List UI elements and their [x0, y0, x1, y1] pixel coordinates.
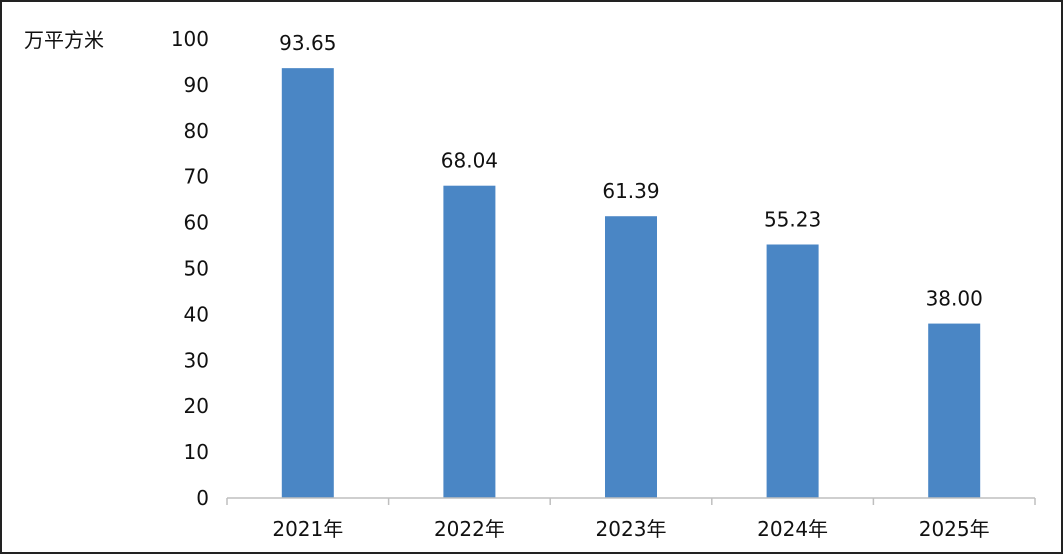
y-tick-label: 60 [184, 211, 209, 235]
data-label: 38.00 [926, 287, 983, 311]
data-labels: 93.65 68.04 61.39 55.23 38.00 [279, 31, 983, 310]
x-category-label: 2024年 [757, 517, 828, 541]
data-label: 61.39 [602, 179, 659, 203]
y-tick-label: 80 [184, 119, 209, 143]
y-tick-label: 50 [184, 257, 209, 281]
y-axis-unit-label: 万平方米 [24, 28, 104, 52]
x-axis-labels: 2021年 2022年 2023年 2024年 2025年 [272, 517, 989, 541]
y-axis-ticks: 0 10 20 30 40 50 60 70 80 90 100 [171, 27, 209, 510]
data-label: 55.23 [764, 207, 821, 231]
x-category-label: 2023年 [596, 517, 667, 541]
y-tick-label: 70 [184, 165, 209, 189]
y-tick-label: 30 [184, 348, 209, 372]
bar-2024年 [766, 244, 819, 498]
y-tick-label: 20 [184, 394, 209, 418]
y-tick-label: 100 [171, 27, 209, 51]
bar-2025年 [928, 323, 981, 498]
x-axis-ticks [226, 498, 1036, 505]
bar-2021年 [281, 68, 334, 499]
y-tick-label: 0 [196, 486, 209, 510]
bar-2022年 [443, 185, 496, 498]
y-tick-label: 10 [184, 440, 209, 464]
data-label: 68.04 [441, 149, 498, 173]
bar-series [281, 68, 981, 499]
x-category-label: 2022年 [434, 517, 505, 541]
data-label: 93.65 [279, 31, 336, 55]
bar-2023年 [605, 216, 657, 498]
y-tick-label: 40 [184, 302, 209, 326]
y-tick-label: 90 [184, 73, 209, 97]
x-category-label: 2021年 [272, 517, 343, 541]
x-category-label: 2025年 [919, 517, 990, 541]
